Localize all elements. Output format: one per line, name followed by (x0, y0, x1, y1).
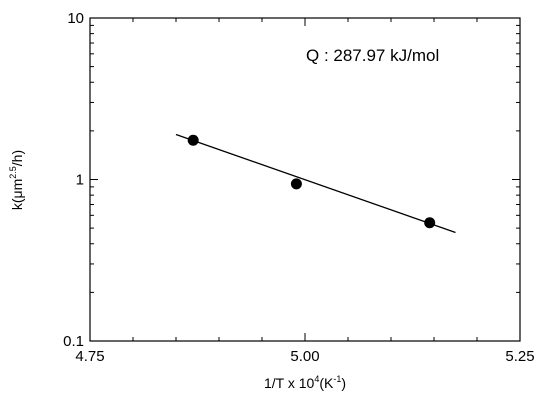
fit-line-group (175, 133, 456, 234)
data-point (187, 134, 199, 146)
x-tick-label: 5.25 (505, 348, 534, 365)
x-tick-label: 5.00 (290, 348, 319, 365)
axis-ticks (89, 17, 521, 342)
data-point (424, 217, 436, 229)
y-tick-label: 1 (76, 172, 84, 189)
fit-line (175, 133, 456, 234)
activation-energy-annotation: Q : 287.97 kJ/mol (306, 46, 439, 65)
x-tick-label: 4.75 (75, 348, 104, 365)
data-point (290, 178, 302, 190)
y-axis-label: k(μm2.5/h) (8, 150, 25, 210)
data-points (187, 134, 436, 229)
y-tick-label: 0.1 (63, 333, 84, 350)
y-tick-label: 10 (67, 10, 84, 27)
tick-labels: 4.75 5.00 5.25 0.1 1 10 (63, 10, 534, 365)
x-axis-label: 1/T x 104(K-1) (264, 374, 346, 391)
